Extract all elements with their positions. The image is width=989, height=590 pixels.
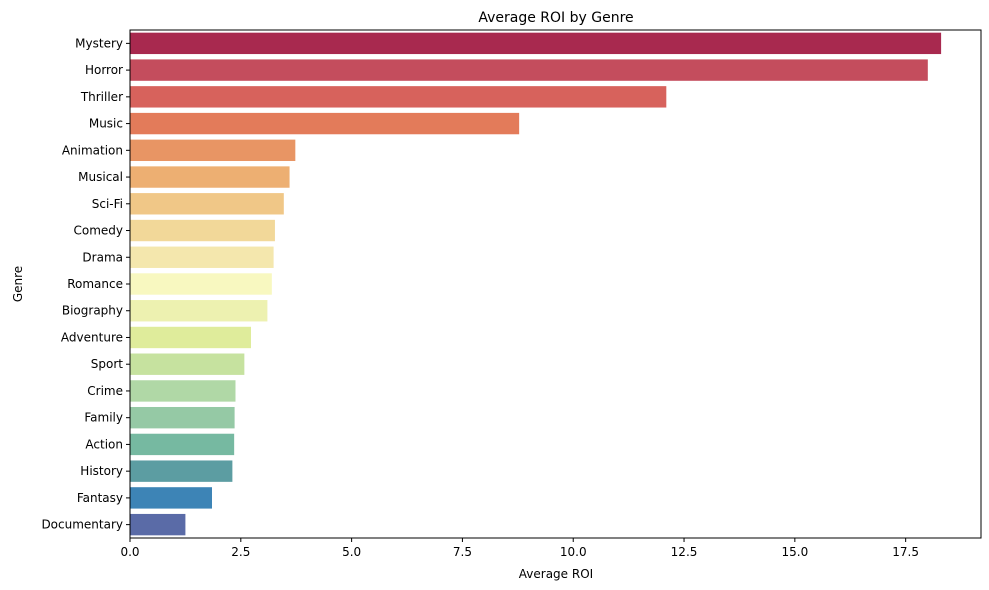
bar-action — [130, 433, 235, 456]
bar-biography — [130, 300, 268, 322]
plot-frame — [129, 29, 982, 539]
bar-comedy — [130, 219, 275, 242]
y-tick-label: Crime — [87, 384, 123, 398]
y-tick-label: Documentary — [41, 518, 123, 532]
bar-thriller — [130, 86, 667, 108]
x-tick-label: 12.5 — [671, 545, 698, 559]
y-tick-label: Adventure — [61, 330, 123, 344]
y-tick-label: Sci-Fi — [92, 197, 123, 211]
bar-drama — [130, 246, 274, 268]
x-tick-label: 5.0 — [342, 545, 361, 559]
bar-musical — [130, 166, 290, 188]
bar-romance — [130, 273, 272, 295]
x-tick-label: 10.0 — [560, 545, 587, 559]
bars — [130, 32, 942, 536]
bar-music — [130, 112, 520, 135]
y-tick-label: Animation — [62, 143, 123, 157]
y-tick-label: Family — [84, 411, 123, 425]
y-tick-label: Sport — [91, 357, 124, 371]
x-tick-label: 15.0 — [781, 545, 808, 559]
y-tick-label: Comedy — [73, 224, 123, 238]
bar-crime — [130, 380, 236, 402]
bar-animation — [130, 139, 296, 162]
bar-history — [130, 460, 233, 482]
x-axis-ticks: 0.0 2.5 5.0 7.5 10.0 12.5 15.0 17.5 — [120, 538, 919, 559]
bar-sport — [130, 353, 245, 375]
x-tick-label: 7.5 — [453, 545, 472, 559]
y-tick-label: History — [80, 464, 123, 478]
y-tick-label: Music — [89, 117, 123, 131]
y-tick-label: Horror — [85, 63, 123, 77]
y-axis-ticks: Mystery Horror Thriller Music Animation Music… — [41, 36, 130, 532]
x-axis-label: Average ROI — [519, 567, 593, 581]
bar-adventure — [130, 326, 252, 349]
bar-documentary — [130, 513, 186, 536]
x-tick-label: 17.5 — [892, 545, 919, 559]
bar-mystery — [130, 32, 942, 55]
x-tick-label: 0.0 — [120, 545, 139, 559]
y-tick-label: Mystery — [75, 36, 123, 50]
y-tick-label: Drama — [82, 250, 123, 264]
y-tick-label: Thriller — [80, 90, 123, 104]
y-axis-label: Genre — [11, 266, 25, 302]
y-tick-label: Action — [85, 437, 123, 451]
chart-title: Average ROI by Genre — [478, 10, 633, 26]
bar-family — [130, 406, 235, 429]
x-tick-label: 2.5 — [231, 545, 250, 559]
bar-fantasy — [130, 487, 212, 509]
bar-horror — [130, 59, 928, 81]
y-tick-label: Romance — [67, 277, 123, 291]
y-tick-label: Fantasy — [77, 491, 123, 505]
bar-sci-fi — [130, 193, 284, 215]
y-tick-label: Musical — [78, 170, 123, 184]
y-tick-label: Biography — [62, 304, 123, 318]
